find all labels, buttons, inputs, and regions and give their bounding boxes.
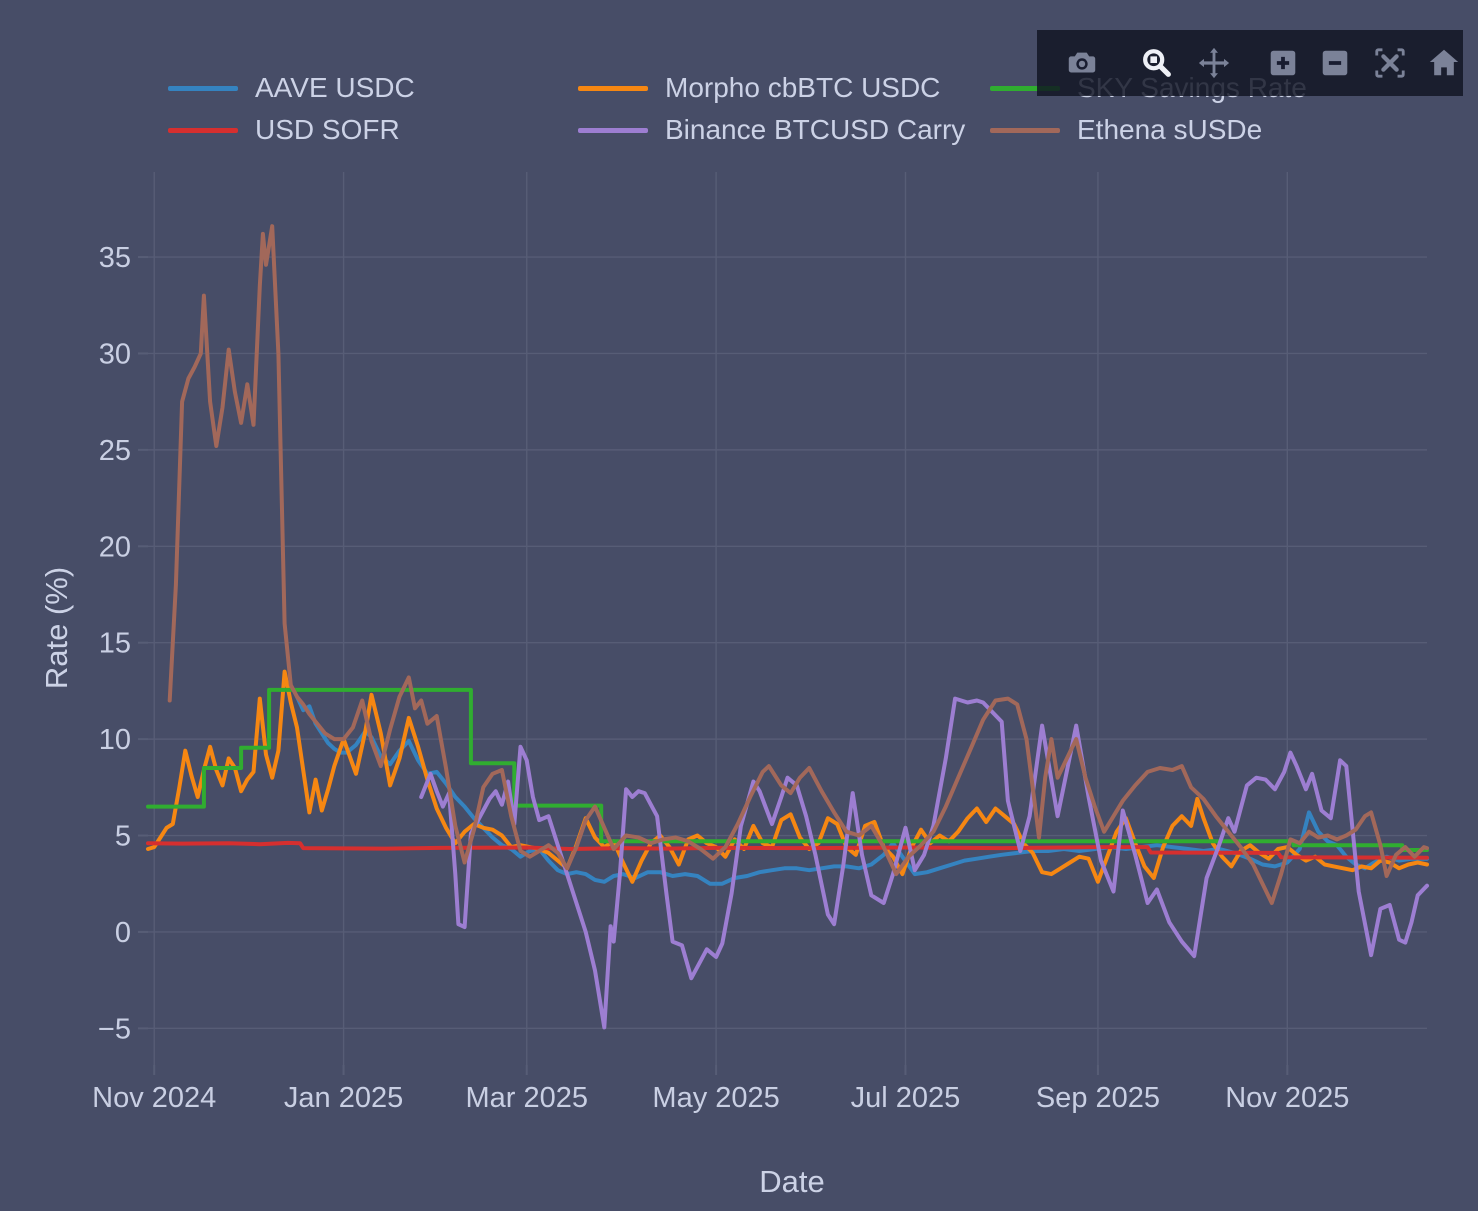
y-tick-label: 20 [99,531,131,563]
y-tick-label: 35 [99,242,131,274]
legend-swatch-aave-usdc [168,85,238,91]
legend-swatch-morpho-cbbtc-usdc [578,85,648,91]
y-tick-label: 0 [115,917,131,949]
y-axis-title: Rate (%) [39,566,74,690]
series-line-sky-savings-rate [146,687,1429,852]
zoom-box-icon[interactable] [1138,43,1177,83]
legend-label-binance-btcusd-carry: Binance BTCUSD Carry [665,114,966,145]
y-tick-label: −5 [98,1013,131,1045]
legend-label-aave-usdc: AAVE USDC [255,72,415,103]
x-tick-label: Sep 2025 [1036,1082,1160,1114]
x-tick-label: Jul 2025 [851,1082,961,1114]
legend-item-binance-btcusd-carry[interactable]: Binance BTCUSD Carry [578,114,965,146]
modebar [1037,30,1463,96]
y-tick-label: 10 [99,724,131,756]
zoom-in-icon[interactable] [1264,43,1303,83]
legend-label-ethena-susde: Ethena sUSDe [1077,114,1263,145]
legend-swatch-ethena-susde [990,127,1060,133]
x-tick-label: May 2025 [652,1082,779,1114]
x-tick-label: Nov 2025 [1225,1082,1349,1114]
series-line-binance-btcusd-carry [419,696,1429,1030]
autoscale-icon[interactable] [1370,43,1409,83]
x-tick-label: Nov 2024 [92,1082,216,1114]
series-line-usd-sofr [146,840,1429,860]
legend-item-ethena-susde[interactable]: Ethena sUSDe [990,114,1262,146]
camera-snapshot-icon[interactable] [1063,43,1102,83]
legend-label-usd-sofr: USD SOFR [255,114,400,145]
reset-home-icon[interactable] [1424,43,1463,83]
legend-swatch-binance-btcusd-carry [578,127,648,133]
x-tick-label: Jan 2025 [284,1082,403,1114]
y-tick-label: 5 [115,821,131,853]
x-axis-title: Date [759,1164,825,1199]
legend-label-morpho-cbbtc-usdc: Morpho cbBTC USDC [665,72,941,103]
legend-item-morpho-cbbtc-usdc[interactable]: Morpho cbBTC USDC [578,72,940,104]
zoom-out-icon[interactable] [1315,43,1354,83]
y-tick-label: 15 [99,628,131,660]
legend-item-aave-usdc[interactable]: AAVE USDC [168,72,415,104]
pan-icon[interactable] [1195,43,1234,83]
legend-swatch-sky-savings-rate [990,85,1060,91]
y-tick-label: 30 [99,338,131,370]
x-tick-label: Mar 2025 [465,1082,588,1114]
legend-item-usd-sofr[interactable]: USD SOFR [168,114,400,146]
y-tick-label: 25 [99,435,131,467]
legend-swatch-usd-sofr [168,127,238,133]
series-line-ethena-susde [167,224,1429,905]
